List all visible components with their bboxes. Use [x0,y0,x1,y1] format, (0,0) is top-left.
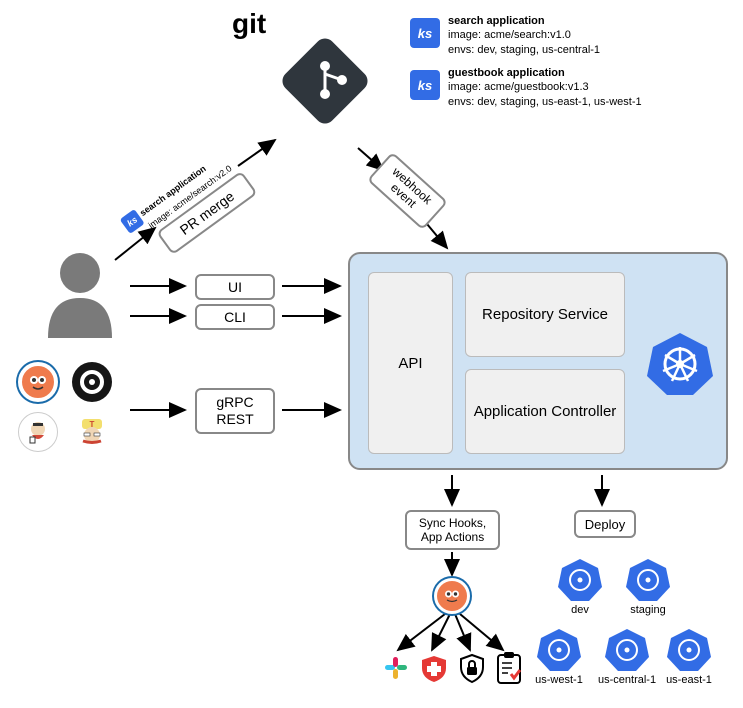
sync-hooks-box: Sync Hooks, App Actions [405,510,500,550]
k8s-staging: staging [624,556,672,616]
app-controller-box: Application Controller [465,369,625,454]
medical-icon [418,652,450,689]
repo-service-label: Repository Service [482,306,608,323]
k8s-icon [645,329,715,404]
api-box: API [368,272,453,454]
circleci-icon [72,362,112,402]
k8s-usc1-label: us-central-1 [598,674,656,686]
grpc-label: gRPC [216,394,253,411]
k8s-staging-label: staging [630,604,665,616]
argocd-panel: API Repository Service Application Contr… [348,252,728,470]
k8s-usw1-label: us-west-1 [535,674,583,686]
guestbook-app-image: image: acme/guestbook:v1.3 [448,81,589,93]
ks-icon: ks [410,18,440,48]
k8s-dev-label: dev [571,604,589,616]
git-logo [280,36,370,131]
git-title: git [232,8,266,40]
guestbook-app-info: guestbook application image: acme/guestb… [448,66,718,109]
argo-icon [18,362,58,402]
guestbook-app-name: guestbook application [448,67,565,79]
travis-icon: T [72,412,112,452]
k8s-usc1: us-central-1 [598,626,656,686]
user-icon [40,248,120,343]
k8s-use1-label: us-east-1 [666,674,712,686]
guestbook-app-envs: envs: dev, staging, us-east-1, us-west-1 [448,96,642,108]
clipboard-check-icon [494,650,524,691]
app-controller-label: Application Controller [474,403,617,420]
cli-label: CLI [224,309,246,325]
search-app-envs: envs: dev, staging, us-central-1 [448,44,600,56]
rest-label: REST [216,411,253,428]
argo-icon [434,578,470,614]
k8s-usw1: us-west-1 [535,626,583,686]
api-label: API [398,355,422,372]
sync-hooks-label: Sync Hooks, App Actions [415,516,490,545]
k8s-use1: us-east-1 [665,626,713,686]
slack-icon [380,652,412,689]
ks-icon: ks [410,70,440,100]
deploy-box: Deploy [574,510,636,538]
ui-box: UI [195,274,275,300]
repo-service-box: Repository Service [465,272,625,357]
search-app-info: search application image: acme/search:v1… [448,14,708,57]
lock-shield-icon [456,652,488,689]
deploy-label: Deploy [585,517,625,532]
ui-label: UI [228,279,242,295]
k8s-dev: dev [556,556,604,616]
search-app-image: image: acme/search:v1.0 [448,29,571,41]
grpc-rest-box: gRPC REST [195,388,275,434]
jenkins-icon [18,412,58,452]
search-app-name: search application [448,15,545,27]
cli-box: CLI [195,304,275,330]
